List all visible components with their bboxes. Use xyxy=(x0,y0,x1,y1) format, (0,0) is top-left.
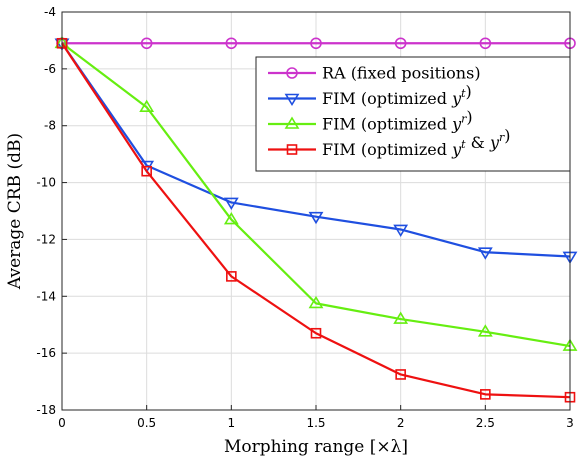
data-point xyxy=(480,389,491,400)
legend: RA (fixed positions)FIM (optimized yt)FI… xyxy=(255,56,571,172)
legend-entry: FIM (optimized yt) xyxy=(268,82,472,108)
series-line xyxy=(61,42,571,258)
y-tick-label: -8 xyxy=(44,119,56,133)
y-tick-label: -16 xyxy=(36,346,56,360)
y-tick-label: -12 xyxy=(36,232,56,246)
y-tick-label: -14 xyxy=(36,289,56,303)
series-3 xyxy=(54,35,578,351)
data-point xyxy=(223,211,239,225)
x-tick-label: 2 xyxy=(397,416,405,430)
legend-entry: FIM (optimized yr) xyxy=(268,108,473,134)
x-tick-label: 1 xyxy=(228,416,236,430)
x-tick-label: 0 xyxy=(58,416,66,430)
x-axis-label: Morphing range [×λ] xyxy=(224,437,408,457)
data-point xyxy=(223,197,239,211)
y-tick-label: -18 xyxy=(36,403,56,417)
data-point xyxy=(225,37,238,50)
legend-label: FIM (optimized yr) xyxy=(322,108,473,134)
data-point xyxy=(394,37,407,50)
legend-entry: RA (fixed positions) xyxy=(268,64,481,83)
legend-marker xyxy=(286,67,298,79)
data-point xyxy=(308,211,324,225)
legend-marker xyxy=(284,116,300,129)
x-tick-label: 1.5 xyxy=(306,416,325,430)
data-point xyxy=(395,369,406,380)
legend-marker xyxy=(284,93,300,107)
legend-label: RA (fixed positions) xyxy=(322,64,481,83)
legend-box xyxy=(255,56,571,172)
x-tick-label: 0.5 xyxy=(137,416,156,430)
data-point xyxy=(310,37,322,50)
data-point xyxy=(477,247,493,260)
data-point xyxy=(140,37,153,50)
y-tick-label: -10 xyxy=(36,176,56,190)
series-4 xyxy=(56,37,576,403)
data-point xyxy=(393,311,409,324)
legend-label: FIM (optimized yt & yr) xyxy=(322,126,511,159)
plot-area xyxy=(54,35,578,403)
series-line xyxy=(61,42,571,399)
data-point xyxy=(139,99,155,113)
y-axis-label: Average CRB (dB) xyxy=(5,133,25,290)
data-point xyxy=(226,271,237,282)
data-point xyxy=(477,324,493,337)
data-point xyxy=(310,327,322,339)
data-point xyxy=(393,224,409,238)
series-line xyxy=(61,42,571,348)
y-tick-label: -4 xyxy=(44,5,56,19)
legend-entry: FIM (optimized yt & yr) xyxy=(268,126,511,159)
data-point xyxy=(308,295,324,309)
data-point xyxy=(479,37,492,50)
y-tick-label: -6 xyxy=(44,62,56,76)
x-tick-label: 3 xyxy=(566,416,574,430)
axis-ticks: 0 0.5 1 1.5 2 2.5 3 -18 -16 -14 -12 -10 -8 -6 -4 xyxy=(36,5,573,430)
legend-marker xyxy=(286,144,298,155)
x-tick-label: 2.5 xyxy=(476,416,495,430)
legend-label: FIM (optimized yt) xyxy=(322,82,472,108)
data-point xyxy=(141,165,152,177)
